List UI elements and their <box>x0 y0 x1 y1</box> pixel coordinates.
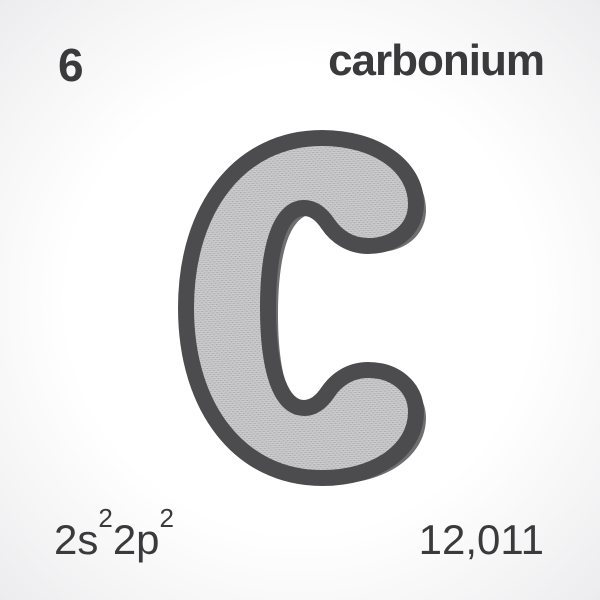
atomic-mass: 12,011 <box>419 516 544 564</box>
electron-config-part: 2s <box>54 516 98 563</box>
element-symbol <box>130 110 470 490</box>
electron-config-part: 2p <box>113 516 160 563</box>
element-name: carbonium <box>328 36 544 86</box>
electron-config-exp: 2 <box>98 503 112 533</box>
electron-configuration: 2s22p2 <box>54 515 174 564</box>
symbol-c-icon <box>130 110 470 490</box>
electron-config-exp: 2 <box>160 503 174 533</box>
atomic-number: 6 <box>58 38 84 92</box>
